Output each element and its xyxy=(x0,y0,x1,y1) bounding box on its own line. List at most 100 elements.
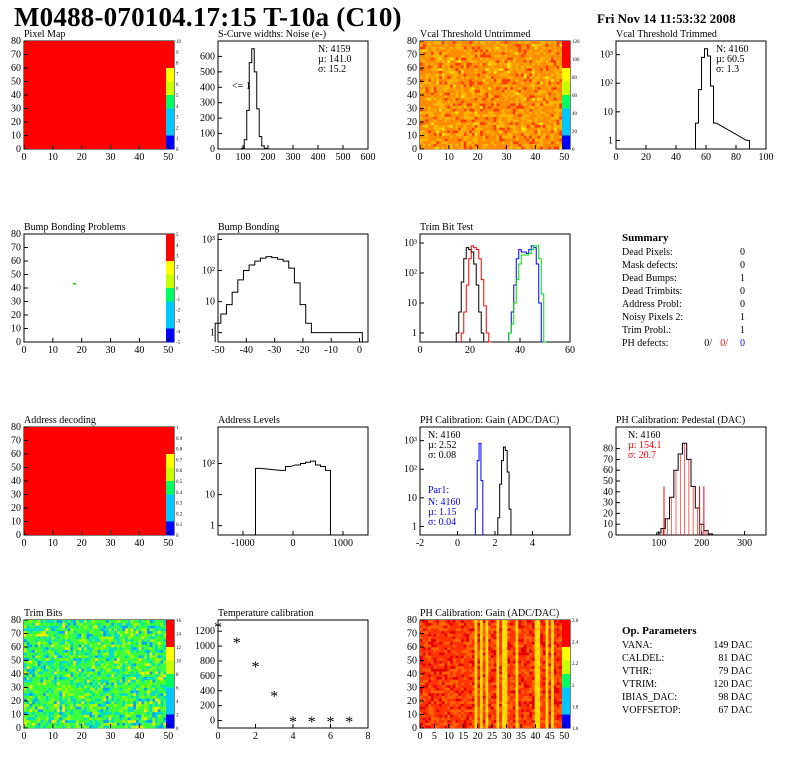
trim-bits-xtick-label-1: 10 xyxy=(48,731,58,742)
bump-bonding-problems-point-0 xyxy=(73,282,77,285)
vcal-trimmed-ytick-label-3: 10³ xyxy=(600,50,613,61)
trim-bits-palette-label-0: 0 xyxy=(176,727,179,732)
scurve-noise-stat-0: N: 4159 xyxy=(318,44,351,55)
bump-bonding-xtick-label-2: -30 xyxy=(268,345,281,356)
ph-gain-map-xtick-label-10: 50 xyxy=(559,731,569,742)
trim-bits-palette-label-5: 10 xyxy=(176,660,182,665)
bump-bonding-chart: Bump Bonding -50 -40 -30 -20 -10 0 1 10 10² 10³ xyxy=(202,222,369,356)
bump-bonding-problems-palette-label-7: 2 xyxy=(176,265,179,270)
op-param-value-5: 67 DAC xyxy=(718,705,752,716)
address-decoding-palette-label-2: 0.2 xyxy=(176,512,183,517)
address-decoding-palette-label-3: 0.3 xyxy=(176,502,183,507)
address-decoding-palette-swatch xyxy=(166,454,174,468)
pixel-map-palette-swatch xyxy=(166,95,174,109)
ph-gain-ytick-label-2: 10² xyxy=(404,464,417,475)
temperature-calibration-ytick-label-0: 0 xyxy=(210,716,215,727)
address-decoding-ytick-label-6: 60 xyxy=(11,449,21,460)
ph-gain-map-palette-swatch xyxy=(562,714,570,729)
op-param-label-5: VOFFSETOP: xyxy=(622,705,681,716)
vcal-untrimmed-title: Vcal Threshold Untrimmed xyxy=(420,29,530,40)
address-decoding-palette-swatch xyxy=(166,508,174,522)
bump-bonding-ytick-label-2: 10² xyxy=(202,266,215,277)
address-decoding-palette-label-5: 0.5 xyxy=(176,480,183,485)
summary-row-label-2: Dead Bumps: xyxy=(622,273,677,284)
ph-gain-map-xtick-label-7: 35 xyxy=(516,731,526,742)
ph-gain-map-palette-label-5: 2.6 xyxy=(572,619,579,624)
vcal-untrimmed-palette-label-2: 40 xyxy=(572,112,578,117)
bump-bonding-problems-palette-label-8: 3 xyxy=(176,255,179,260)
op-param-value-3: 120 DAC xyxy=(713,679,752,690)
bump-bonding-problems-xtick-label-0: 0 xyxy=(22,345,27,356)
pixel-map-palette-label-3: 3 xyxy=(176,116,179,121)
ph-gain-map-ytick-label-7: 70 xyxy=(407,629,417,640)
bump-bonding-problems-palette-label-6: 1 xyxy=(176,276,179,281)
pixel-map-palette-swatch xyxy=(166,68,174,82)
trim-bit-test-series-3 xyxy=(508,245,547,343)
bump-bonding-problems-palette-swatch xyxy=(166,261,174,275)
vcal-untrimmed-ytick-label-7: 70 xyxy=(407,50,417,61)
bump-bonding-problems-xtick-label-1: 10 xyxy=(48,345,58,356)
address-decoding-palette-label-9: 0.9 xyxy=(176,437,183,442)
bump-bonding-problems-ytick-label-5: 50 xyxy=(11,270,21,281)
vcal-untrimmed-palette-swatch xyxy=(562,135,570,150)
ph-gain-map-palette-label-0: 1.6 xyxy=(572,727,579,732)
ph-gain-par-stat-1: µ: 1.15 xyxy=(428,507,457,518)
address-decoding-ytick-label-4: 40 xyxy=(11,476,21,487)
trim-bits-palette-label-8: 16 xyxy=(176,619,182,624)
op-param-value-0: 149 DAC xyxy=(713,640,752,651)
trim-bits-ytick-label-2: 20 xyxy=(11,696,21,707)
vcal-untrimmed-ytick-label-6: 60 xyxy=(407,63,417,74)
trim-bits-palette-swatch xyxy=(166,633,174,648)
vcal-untrimmed-palette-label-3: 60 xyxy=(572,94,578,99)
trim-bits-palette-swatch xyxy=(166,714,174,729)
vcal-trimmed-ytick-label-1: 10 xyxy=(603,107,613,118)
bump-bonding-problems-palette-label-4: -1 xyxy=(176,298,181,303)
pixel-map-xtick-label-5: 50 xyxy=(163,152,173,163)
ph-pedestal-stat-0: N: 4160 xyxy=(628,430,661,441)
vcal-trimmed-stat-0: N: 4160 xyxy=(716,44,749,55)
address-decoding-palette-swatch xyxy=(166,467,174,482)
bump-bonding-ytick-label-3: 10³ xyxy=(202,234,215,245)
scurve-noise-stat-1: µ: 141.0 xyxy=(318,54,352,65)
summary-row-value-1: 0 xyxy=(740,260,745,271)
bump-bonding-frame xyxy=(217,233,369,343)
ph-gain-map-palette-swatch xyxy=(562,620,570,634)
scurve-noise-xtick-label-6: 600 xyxy=(361,152,376,163)
bump-bonding-bars xyxy=(214,256,363,342)
address-decoding-palette-label-7: 0.7 xyxy=(176,458,183,463)
pixel-map-palette-label-9: 9 xyxy=(176,51,179,56)
ph-pedestal-ytick-label-5: 50 xyxy=(603,476,613,487)
summary-row-value-6: 1 xyxy=(740,325,745,336)
op-param-value-2: 79 DAC xyxy=(718,666,752,677)
bump-bonding-problems-palette-swatch xyxy=(166,274,174,289)
trim-bits-palette-swatch xyxy=(166,701,174,715)
address-decoding-palette-label-0: 0 xyxy=(176,534,179,539)
op-param-value-4: 98 DAC xyxy=(718,692,752,703)
address-decoding-xtick-label-2: 20 xyxy=(77,538,87,549)
ph-gain-title: PH Calibration: Gain (ADC/DAC) xyxy=(420,415,559,426)
ph-pedestal-ytick-label-1: 10 xyxy=(603,519,613,530)
address-levels-xtick-label-1: 0 xyxy=(291,538,296,549)
address-decoding-palette-swatch xyxy=(166,521,174,536)
trim-bit-test-frame xyxy=(419,233,571,343)
trim-bits-palette-label-6: 12 xyxy=(176,646,182,651)
ph-gain-map-palette-label-3: 2.2 xyxy=(572,662,579,667)
address-levels-bars xyxy=(255,460,331,535)
vcal-trimmed-xtick-label-0: 0 xyxy=(614,152,619,163)
address-levels-ytick-label-0: 1 xyxy=(210,521,215,532)
trim-bits-palette-swatch xyxy=(166,674,174,688)
ph-pedestal-ytick-label-8: 80 xyxy=(603,444,613,455)
address-levels-title: Address Levels xyxy=(218,415,280,426)
ph-gain-par-stat-0: N: 4160 xyxy=(428,497,461,508)
pixel-map-palette-swatch xyxy=(166,108,174,123)
trim-bit-test-series-2 xyxy=(508,245,544,343)
bump-bonding-problems-palette-label-1: -4 xyxy=(176,330,181,335)
scurve-noise-bars xyxy=(241,48,270,150)
address-levels-frame xyxy=(217,426,369,536)
bump-bonding-problems-ytick-label-7: 70 xyxy=(11,243,21,254)
trim-bit-test-xtick-label-0: 0 xyxy=(418,345,423,356)
trim-bits-xtick-label-2: 20 xyxy=(77,731,87,742)
temperature-calibration-ytick-label-2: 400 xyxy=(200,686,215,697)
vcal-untrimmed-xtick-label-5: 50 xyxy=(559,152,569,163)
